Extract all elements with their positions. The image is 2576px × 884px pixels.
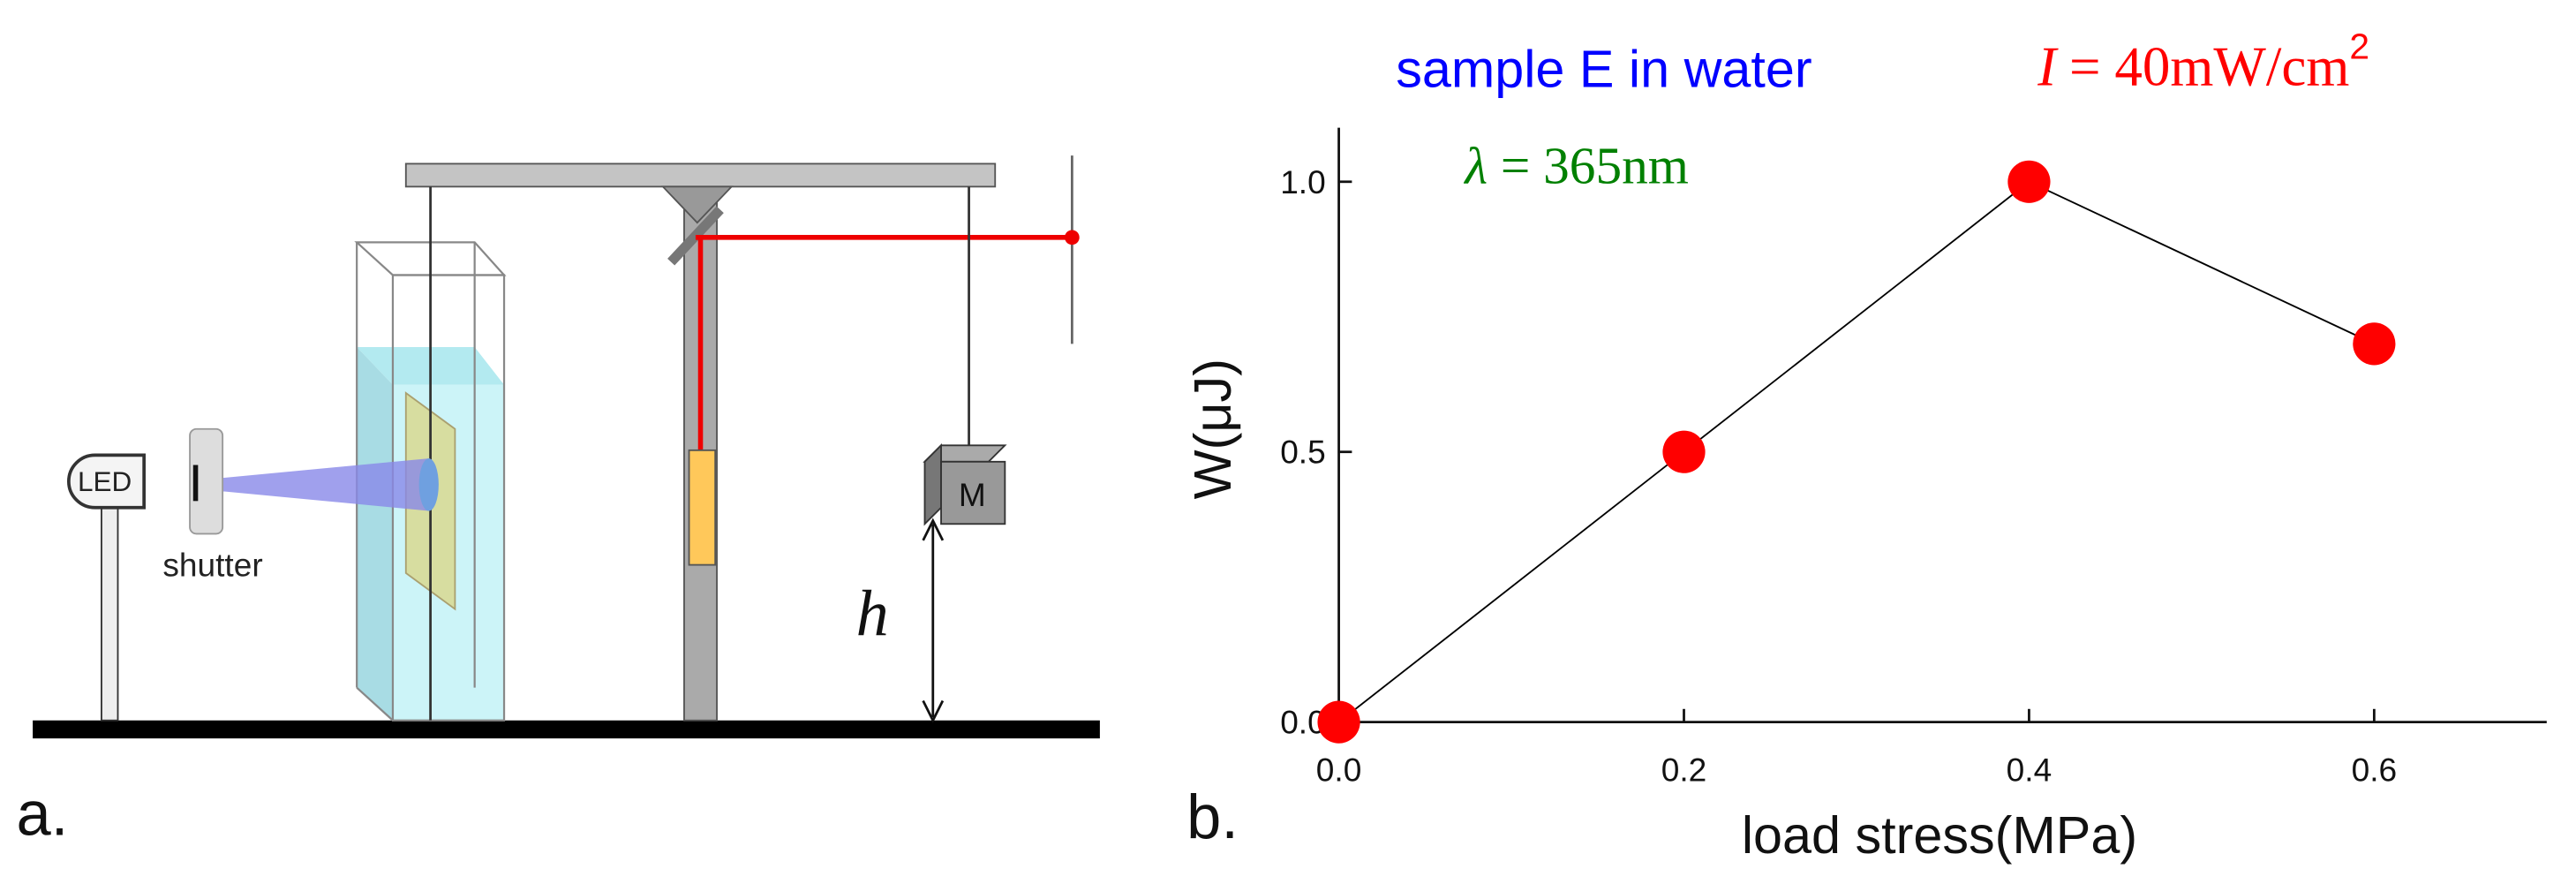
water-side — [357, 347, 393, 721]
shutter-label: shutter — [162, 547, 262, 584]
top-beam — [404, 162, 997, 188]
annotation-symbol: I — [2037, 35, 2059, 97]
weight-side — [923, 443, 942, 526]
light-beam — [221, 458, 429, 511]
laser-spot — [1065, 230, 1080, 246]
panel-label: a. — [17, 779, 69, 849]
shutter-slit — [192, 465, 199, 502]
data-point — [2007, 160, 2051, 203]
x-tick-label: 0.0 — [1316, 751, 1362, 788]
weight-label: M — [959, 476, 986, 513]
height-label: h — [856, 578, 889, 650]
y-tick-label: 1.0 — [1280, 163, 1326, 200]
led-stand — [101, 506, 119, 722]
shutter — [189, 427, 224, 535]
x-tick-label: 0.4 — [2007, 751, 2053, 788]
annotation-symbol: λ — [1463, 137, 1488, 195]
arrowhead — [922, 699, 945, 723]
annotation-text: = 365nm — [1501, 137, 1689, 195]
x-tick-label: 0.6 — [2352, 751, 2398, 788]
annotation: I = 40mW/cm2 — [2037, 26, 2369, 98]
apparatus-diagram: shutter LED M h a. — [17, 155, 1100, 849]
data-point — [1662, 430, 1706, 473]
led-label: LED — [78, 465, 132, 497]
annotation: λ = 365nm — [1463, 137, 1689, 195]
weight — [940, 460, 1006, 525]
mirror-holder — [660, 185, 734, 224]
data-point — [2353, 322, 2396, 366]
annotation-superscript: 2 — [2349, 26, 2369, 67]
chart-title: sample E in water — [1396, 39, 1811, 98]
ground — [33, 720, 1100, 739]
led — [67, 453, 147, 510]
lens — [418, 458, 439, 511]
annotation-text: = 40mW/cm — [2069, 35, 2349, 97]
x-tick-label: 0.2 — [1661, 751, 1707, 788]
arrowhead — [922, 518, 945, 541]
panel-label: b. — [1186, 782, 1239, 851]
chart: b. sample E in water I = 40mW/cm2 λ = 365n… — [1183, 26, 2547, 865]
y-axis-label: W(μJ) — [1183, 359, 1242, 499]
data-point — [1317, 700, 1360, 744]
x-axis-label: load stress(MPa) — [1742, 805, 2137, 865]
pointer — [688, 449, 717, 566]
data-line — [1338, 180, 2375, 723]
y-tick-label: 0.5 — [1280, 434, 1326, 471]
